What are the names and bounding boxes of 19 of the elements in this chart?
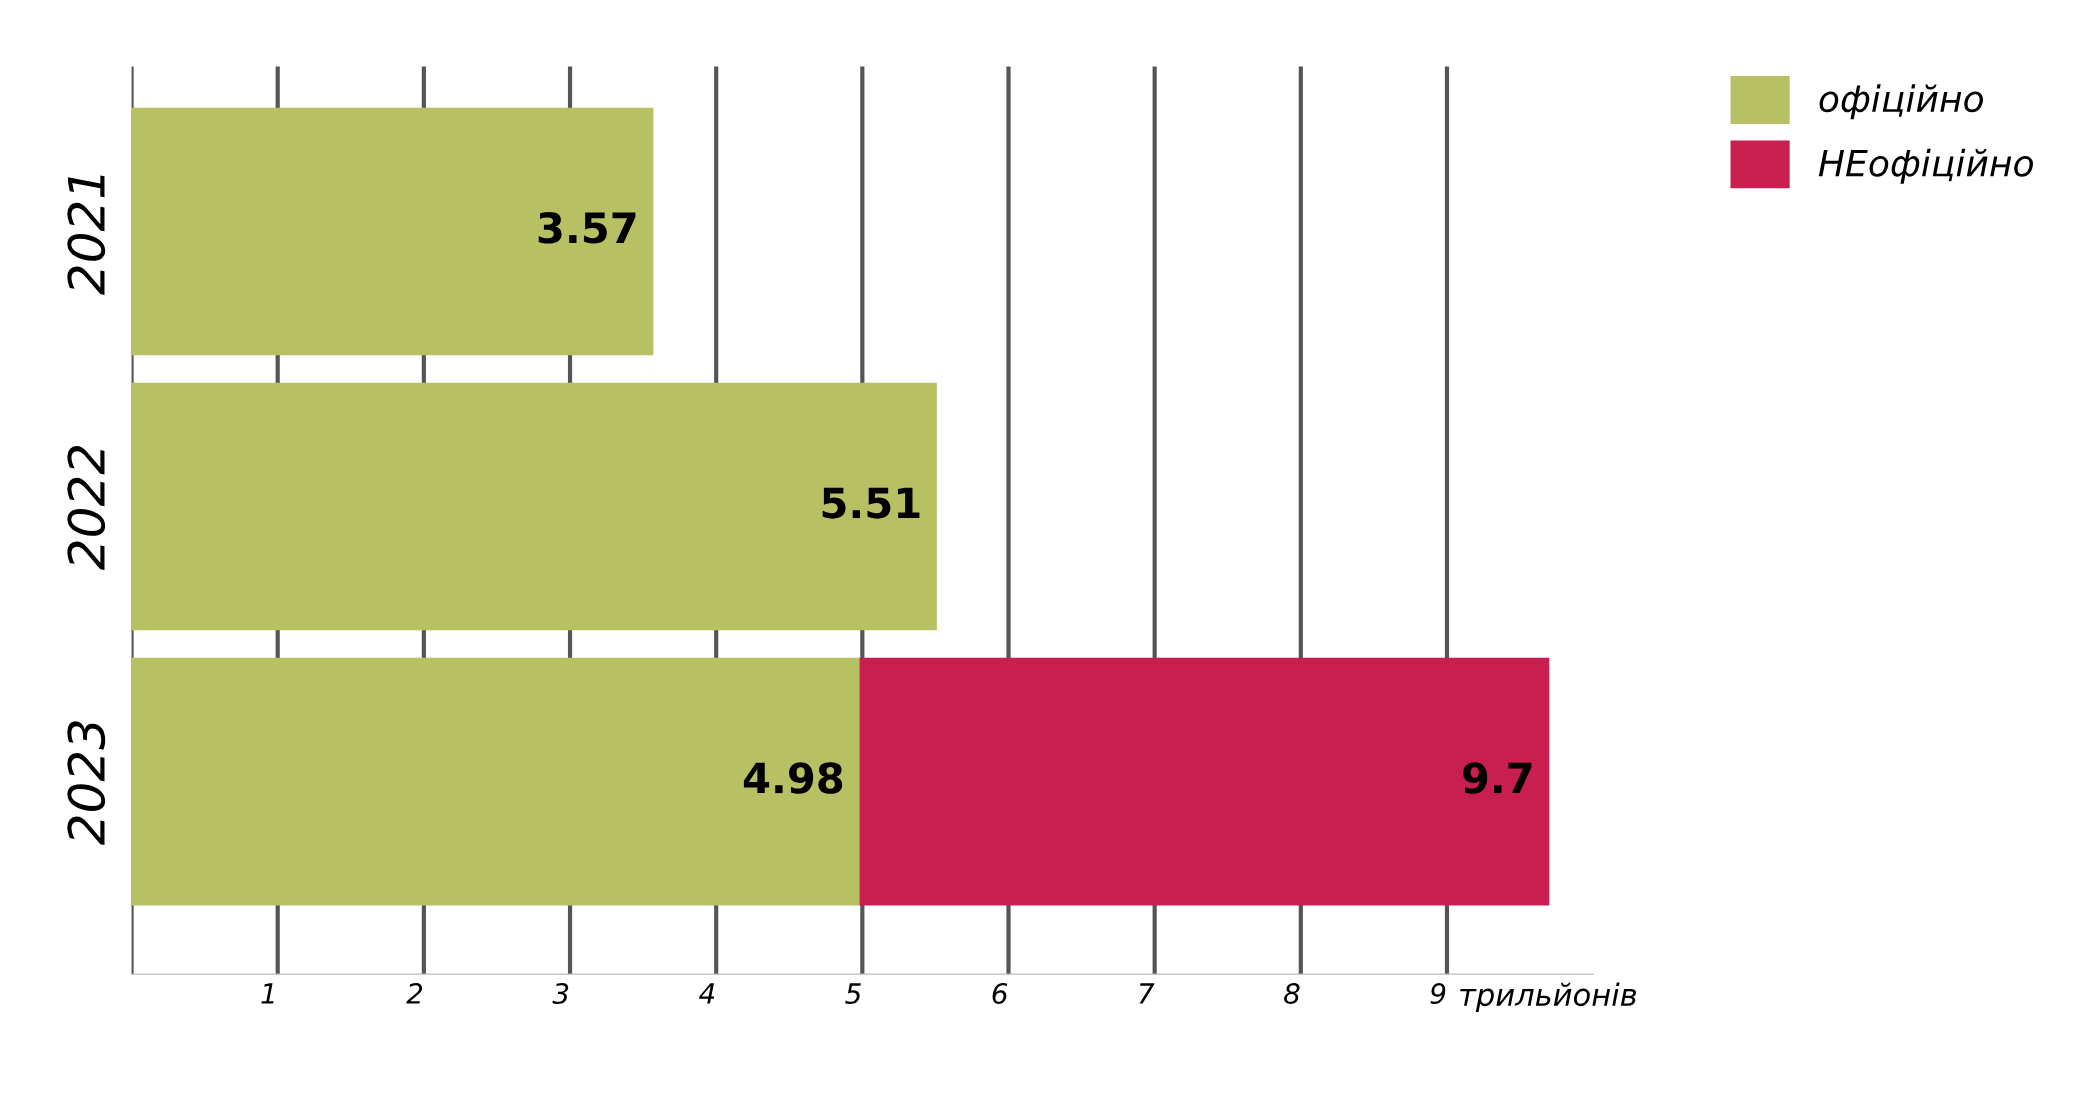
legend-label: офіційно (1819, 84, 1983, 120)
data-label: 5.51 (822, 487, 920, 519)
y-tick-label: 2021 (67, 175, 106, 295)
x-tick-label: 2 (406, 982, 423, 1004)
x-tick-label: 5 (845, 983, 861, 1004)
x-axis-title: трильйонів (1460, 982, 1637, 1013)
y-tick-label: 2023 (67, 721, 106, 846)
x-tick-label: 1 (261, 983, 274, 1004)
x-tick-label: 9 (1430, 982, 1446, 1004)
x-tick-label: 6 (992, 982, 1008, 1004)
total-label: 9.7 (1463, 762, 1532, 794)
x-tick-label: 4 (699, 983, 715, 1004)
x-tick-label: 3 (552, 982, 569, 1004)
y-tick-label: 2022 (67, 446, 106, 570)
x-tick-label: 7 (1139, 983, 1155, 1004)
legend-label: НЕофіційно (1818, 148, 2033, 184)
x-tick-label: 8 (1284, 982, 1300, 1004)
data-label: 3.57 (538, 212, 636, 244)
data-label: 4.98 (743, 762, 843, 794)
